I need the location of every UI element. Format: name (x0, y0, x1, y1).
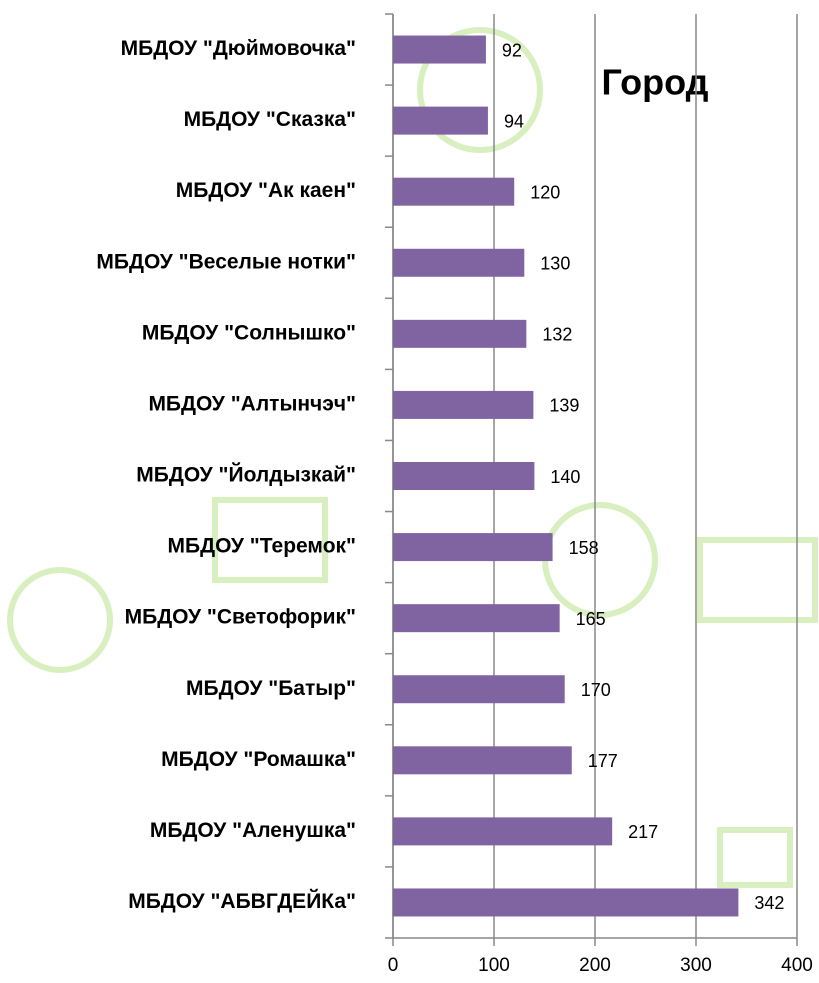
value-label: 158 (569, 538, 599, 558)
value-label: 132 (542, 325, 572, 345)
x-tick-label: 0 (388, 955, 399, 976)
value-label: 140 (550, 467, 580, 487)
bar (393, 533, 553, 561)
value-label: 130 (540, 254, 570, 274)
y-tick-label: МБДОУ "Аленушка" (150, 819, 356, 842)
x-tick-label: 300 (680, 955, 712, 976)
y-tick-label: МБДОУ "Солнышко" (142, 321, 356, 344)
y-tick-label: МБДОУ "Ромашка" (161, 748, 356, 771)
chart-title: Город (602, 62, 709, 103)
decor-atom (10, 570, 110, 670)
y-tick-label: МБДОУ "Батыр" (186, 677, 356, 700)
bar (393, 888, 738, 916)
value-label: 342 (754, 893, 784, 913)
value-label: 177 (588, 751, 618, 771)
bar (393, 604, 560, 632)
y-tick-label: МБДОУ "Алтынчэч" (148, 392, 356, 415)
value-label: 217 (628, 822, 658, 842)
value-label: 139 (549, 396, 579, 416)
value-label: 170 (581, 680, 611, 700)
chart: Город 0 100 200 300 400 МБДОУ "Дюймовочка" 92 М… (0, 0, 819, 983)
y-tick-label: МБДОУ "Ак каен" (176, 179, 356, 202)
y-tick-label: МБДОУ "Йолдызкай" (136, 463, 356, 487)
bar (393, 391, 533, 419)
y-tick-label: МБДОУ "АБВГДЕЙКа" (128, 889, 356, 913)
bar (393, 249, 524, 277)
x-tick-label: 200 (579, 955, 611, 976)
bar (393, 746, 572, 774)
value-label: 165 (576, 609, 606, 629)
value-label: 92 (502, 40, 522, 60)
bar (393, 462, 534, 490)
bar (393, 817, 612, 845)
bar (393, 675, 565, 703)
decor-case (720, 830, 790, 885)
x-tick-label: 100 (478, 955, 510, 976)
y-tick-label: МБДОУ "Сказка" (184, 108, 356, 131)
y-tick-label: МБДОУ "Теремок" (168, 535, 356, 558)
bar (393, 178, 514, 206)
value-label: 94 (504, 111, 524, 131)
decor-circle (545, 505, 655, 615)
bar (393, 107, 488, 135)
value-label: 120 (530, 182, 560, 202)
bar (393, 320, 526, 348)
x-tick-label: 400 (781, 955, 813, 976)
bar (393, 36, 486, 64)
y-tick-label: МБДОУ "Дюймовочка" (121, 37, 356, 60)
y-tick-label: МБДОУ "Светофорик" (125, 606, 356, 629)
y-tick-label: МБДОУ "Веселые нотки" (96, 250, 356, 273)
